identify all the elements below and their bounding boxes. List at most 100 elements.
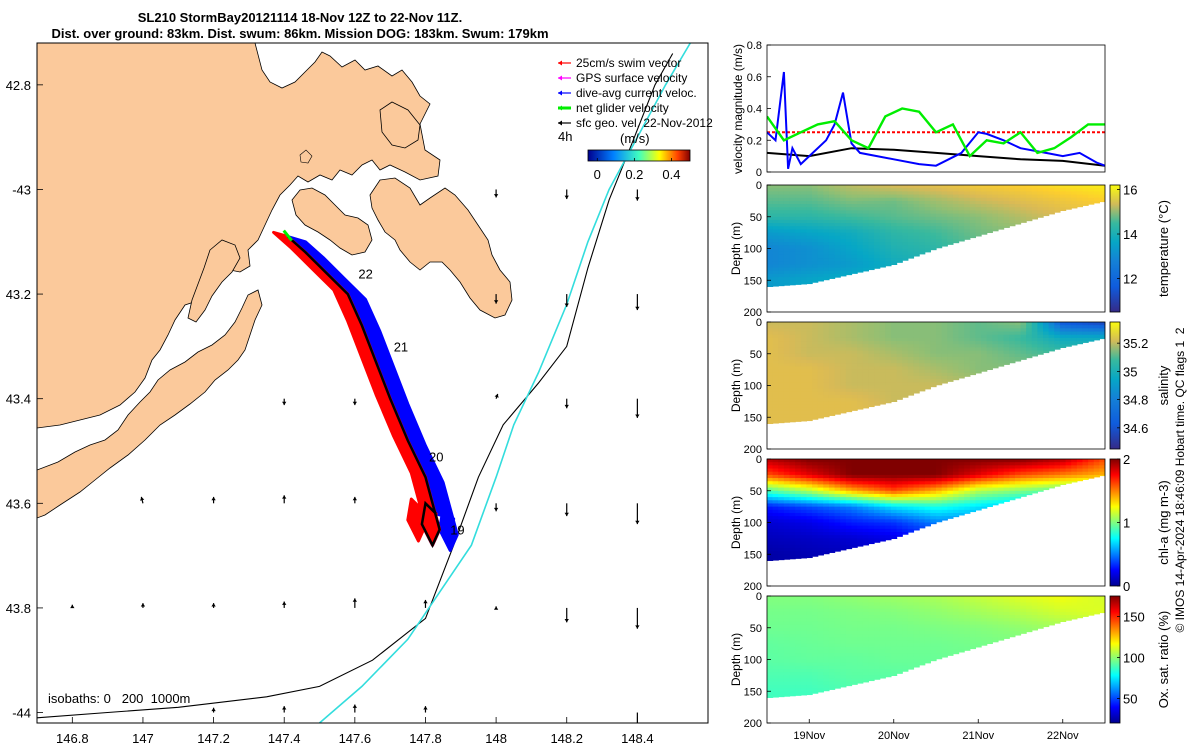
- section-cell: [952, 334, 960, 339]
- section-cell: [828, 478, 836, 482]
- section-cell: [767, 618, 774, 622]
- section-cell: [828, 185, 836, 189]
- section-colorbar-tick-label: 0: [1123, 579, 1130, 594]
- section-cell: [1076, 337, 1084, 342]
- section-cell: [812, 481, 819, 485]
- section-cell: [1009, 344, 1016, 348]
- section-cell: [1014, 353, 1022, 358]
- section-cell: [800, 535, 808, 539]
- section-cell: [778, 264, 785, 269]
- section-cell: [902, 653, 909, 657]
- section-cell: [975, 194, 982, 199]
- section-cell: [862, 322, 869, 326]
- section-cell: [997, 615, 1005, 619]
- section-cell: [947, 213, 954, 218]
- section-cell: [868, 487, 875, 492]
- section-cell: [947, 596, 954, 600]
- section-cell: [795, 484, 802, 489]
- section-cell: [969, 360, 977, 364]
- section-cell: [789, 213, 796, 218]
- section-cell: [997, 216, 1005, 221]
- section-cell: [789, 372, 796, 377]
- section-cell: [868, 254, 875, 259]
- section-cell: [840, 379, 847, 383]
- section-cell: [868, 538, 875, 543]
- geo-velocity-arrow: [564, 294, 569, 307]
- section-cell: [936, 382, 943, 386]
- section-cell: [767, 672, 774, 676]
- section-cell: [778, 420, 785, 424]
- section-cell: [857, 407, 864, 410]
- section-cell: [845, 207, 853, 211]
- section-cell: [874, 344, 881, 348]
- section-cell: [874, 216, 881, 221]
- section-cell: [1031, 337, 1038, 342]
- section-cell: [851, 407, 858, 411]
- section-cell: [1065, 468, 1072, 473]
- section-cell: [930, 191, 937, 196]
- section-cell: [789, 280, 796, 285]
- section-cell: [817, 322, 824, 326]
- section-cell: [890, 251, 898, 256]
- section-cell: [845, 599, 853, 603]
- section-cell: [851, 350, 858, 355]
- section-cell: [958, 223, 965, 227]
- section-cell: [828, 344, 836, 348]
- section-cell: [936, 615, 943, 619]
- section-cell: [885, 372, 892, 377]
- section-cell: [879, 487, 886, 492]
- section-cell: [1048, 322, 1055, 326]
- section-cell: [789, 391, 796, 396]
- section-cell: [986, 500, 993, 505]
- section-cell: [913, 382, 920, 387]
- section-cell: [890, 465, 898, 470]
- section-cell: [834, 509, 841, 514]
- section-cell: [924, 350, 931, 355]
- section-cell: [1099, 459, 1105, 463]
- section-cell: [868, 471, 875, 476]
- section-cell: [975, 353, 982, 358]
- section-cell: [1059, 478, 1067, 482]
- section-cell: [772, 200, 779, 205]
- section-cell: [1014, 219, 1022, 224]
- section-cell: [778, 471, 785, 476]
- section-cell: [1071, 344, 1078, 346]
- section-cell: [874, 223, 881, 227]
- section-cell: [947, 634, 954, 638]
- section-cell: [767, 659, 774, 664]
- section-cell: [823, 219, 830, 224]
- section-cell: [874, 659, 881, 664]
- section-cell: [1031, 191, 1038, 196]
- section-cell: [879, 194, 886, 199]
- section-cell: [778, 270, 785, 275]
- section-cell: [1003, 630, 1010, 635]
- section-cell: [1088, 462, 1095, 466]
- section-cell: [840, 659, 847, 664]
- section-cell: [902, 248, 909, 253]
- section-cell: [823, 360, 830, 364]
- section-cell: [840, 385, 847, 390]
- section-cell: [868, 185, 875, 189]
- section-cell: [812, 474, 819, 479]
- section-cell: [800, 649, 808, 654]
- section-cell: [800, 204, 808, 208]
- section-cell: [930, 347, 937, 352]
- section-cell: [952, 640, 960, 645]
- section-cell: [879, 669, 886, 673]
- section-cell: [952, 219, 960, 224]
- section-cell: [1082, 197, 1089, 202]
- section-cell: [812, 417, 819, 420]
- section-cell: [800, 493, 808, 498]
- section-cell: [1037, 337, 1044, 342]
- section-cell: [896, 341, 903, 345]
- section-cell: [941, 191, 948, 196]
- section-cell: [969, 226, 977, 231]
- section-cell: [1088, 194, 1095, 199]
- section-cell: [851, 337, 858, 342]
- section-cell: [1071, 471, 1078, 476]
- section-cell: [924, 245, 931, 250]
- section-cell: [885, 331, 892, 336]
- legend-arrowhead: [558, 105, 562, 111]
- section-cell: [817, 328, 824, 333]
- section-cell: [896, 474, 903, 479]
